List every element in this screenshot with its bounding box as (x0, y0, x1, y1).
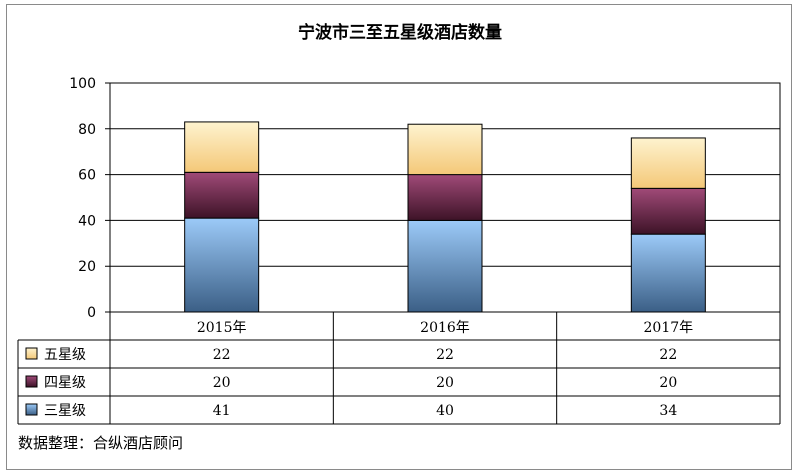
x-tick-label: 2016年 (420, 320, 470, 336)
bar-segment (630, 187, 706, 235)
y-tick-label: 60 (78, 168, 96, 184)
x-tick-label: 2015年 (197, 320, 247, 336)
data-label: 20 (436, 375, 454, 391)
bar-segment (407, 174, 483, 221)
legend-swatch (25, 403, 38, 416)
bar-segment (184, 171, 260, 219)
legend-label: 四星级 (44, 375, 86, 391)
x-tick-label: 2017年 (644, 320, 694, 336)
legend-swatch (25, 347, 38, 360)
bar-segment (184, 217, 260, 313)
data-label: 41 (213, 403, 231, 419)
bar-segment (630, 137, 706, 189)
y-tick-label: 80 (78, 122, 96, 138)
y-tick-label: 0 (87, 305, 96, 321)
source-note: 数据整理：合纵酒店顾问 (18, 434, 184, 452)
legend-label: 五星级 (44, 347, 86, 363)
data-label: 20 (659, 375, 677, 391)
legend-swatch (25, 375, 38, 388)
chart-title: 宁波市三至五星级酒店数量 (298, 23, 502, 43)
y-tick-label: 100 (69, 76, 96, 92)
data-label: 22 (213, 347, 231, 363)
data-label: 22 (659, 347, 677, 363)
y-tick-label: 40 (78, 213, 96, 229)
bar-segment (184, 121, 260, 173)
data-label: 22 (436, 347, 454, 363)
data-label: 34 (659, 403, 677, 419)
data-label: 40 (436, 403, 454, 419)
y-tick-label: 20 (78, 259, 96, 275)
bar-segment (630, 233, 706, 313)
bar-segment (407, 219, 483, 313)
data-label: 20 (213, 375, 231, 391)
bar-segment (407, 123, 483, 176)
legend-label: 三星级 (44, 403, 86, 419)
